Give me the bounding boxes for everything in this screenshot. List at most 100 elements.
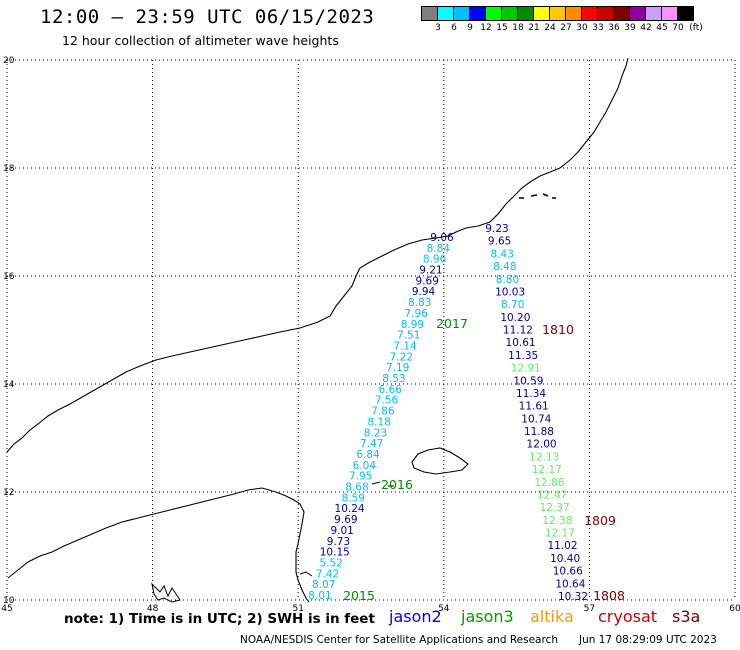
- pass-label: 1809: [584, 513, 616, 528]
- west-track-value: 8.23: [364, 427, 387, 439]
- map-subtitle: 12 hour collection of altimeter wave hei…: [62, 33, 339, 48]
- legend-swatches: [421, 6, 694, 21]
- west-track-value: 10.24: [335, 503, 365, 515]
- west-track-value: 7.95: [349, 471, 372, 483]
- pass-label: 2015: [343, 588, 375, 603]
- legend-label: 24: [544, 23, 556, 33]
- east-track-value: 10.66: [553, 566, 583, 578]
- east-track-value: 12.47: [537, 489, 567, 501]
- credit-line: NOAA/NESDIS Center for Satellite Applica…: [240, 634, 558, 646]
- west-track-value: 8.07: [312, 579, 335, 591]
- east-track-value: 12.91: [511, 363, 541, 375]
- west-track-value: 8.99: [401, 319, 424, 331]
- east-track-value: 12.17: [545, 528, 575, 540]
- map-title: 12:00 – 23:59 UTC 06/15/2023: [40, 6, 375, 28]
- west-track-value: 9.69: [416, 275, 439, 287]
- legend-label: 45: [656, 23, 668, 33]
- lon-tick-label: 45: [1, 604, 12, 614]
- east-track-value: 11.35: [508, 350, 538, 362]
- legend-label: 12: [480, 23, 492, 33]
- lon-tick-label: 48: [147, 604, 159, 614]
- coastline-somalia: [7, 487, 310, 603]
- coastline-arabia: [6, 57, 629, 453]
- legend-label: 21: [528, 23, 540, 33]
- legend-label: 39: [624, 23, 636, 33]
- west-track-value: 8.84: [427, 243, 451, 255]
- west-track-value: 9.06: [430, 232, 454, 244]
- west-track-value: 8.68: [345, 482, 368, 494]
- pass-label: 1810: [542, 322, 574, 337]
- coastline: [6, 57, 629, 603]
- west-track-value: 7.42: [316, 568, 339, 580]
- east-track-value: 8.48: [493, 261, 516, 273]
- east-track-value: 10.20: [500, 312, 530, 324]
- legend-label: 9: [467, 23, 473, 33]
- islets: [299, 481, 394, 577]
- coastal-detail: [151, 582, 181, 603]
- east-track-value: 11.34: [516, 388, 546, 400]
- west-track-value: 8.01: [308, 590, 331, 602]
- west-track-value: 9.73: [327, 536, 350, 548]
- map-grid: [6, 59, 736, 601]
- satellite-name-altika: altika: [530, 607, 574, 626]
- east-track-value: 8.70: [501, 299, 524, 311]
- west-track-value: 7.22: [390, 351, 413, 363]
- satellite-name-jason3: jason3: [461, 607, 514, 626]
- satellite-name-s3a: s3a: [672, 607, 701, 626]
- west-track-value: 7.51: [397, 330, 420, 342]
- west-track-value: 5.52: [319, 557, 342, 569]
- east-track-value: 12.37: [540, 502, 570, 514]
- satellite-name-cryosat: cryosat: [598, 607, 658, 626]
- west-track-value: 7.47: [360, 438, 383, 450]
- legend-label: 27: [560, 23, 572, 33]
- lat-tick-label: 20: [3, 56, 15, 66]
- legend-label: 42: [640, 23, 652, 33]
- east-track-value: 12.86: [534, 477, 564, 489]
- east-track-value: 11.88: [524, 426, 554, 438]
- west-track-value: 10.15: [320, 547, 350, 559]
- lat-tick-label: 14: [3, 380, 15, 390]
- east-track-value: 10.40: [550, 553, 580, 565]
- axis-labels: 45 48 51 54 57 60 10 12 14 16 18 20: [1, 56, 740, 614]
- pass-label: 2017: [436, 316, 468, 331]
- east-track-value: 12.17: [532, 464, 562, 476]
- west-track-value: 9.94: [412, 286, 436, 298]
- legend-label: 3: [435, 23, 441, 33]
- west-track-value: 7.96: [404, 308, 428, 320]
- color-legend: 3 6 9 12 15 18 21 24 27 30 33 36 39 42 45 70 (ft): [421, 6, 703, 33]
- east-track-value: 12.00: [527, 439, 557, 451]
- west-track-value: 9.21: [419, 265, 442, 277]
- lat-tick-label: 12: [3, 488, 14, 498]
- west-track-value: 6.84: [356, 449, 380, 461]
- socotra-island: [411, 447, 469, 475]
- footer-note: note: 1) Time is in UTC; 2) SWH is in fe…: [64, 611, 375, 627]
- pass-label: 2016: [381, 477, 413, 492]
- east-track-value: 12.38: [542, 515, 572, 527]
- west-track-value: 8.53: [382, 373, 405, 385]
- east-track-value: 10.74: [521, 413, 551, 425]
- lon-tick-label: 51: [292, 604, 303, 614]
- east-track-value: 11.61: [519, 401, 549, 413]
- legend-swatch: [677, 6, 694, 21]
- legend-label: 30: [576, 23, 588, 33]
- legend-label: 6: [451, 23, 457, 33]
- east-track-value: 9.23: [485, 223, 508, 235]
- east-track-value: 10.32: [558, 591, 588, 603]
- west-track-value: 6.04: [353, 460, 377, 472]
- west-track-value: 9.01: [330, 525, 353, 537]
- pass-label: 1808: [593, 588, 625, 603]
- west-track-value: 7.86: [371, 406, 395, 418]
- west-track-value: 7.14: [393, 340, 417, 352]
- legend-label: 18: [512, 23, 524, 33]
- lon-tick-label: 60: [729, 604, 740, 614]
- west-track-value: 8.96: [423, 254, 447, 266]
- east-track-value: 10.03: [495, 286, 525, 298]
- legend-unit: (ft): [689, 23, 703, 33]
- east-track-value: 12.13: [529, 451, 559, 463]
- east-track-value: 9.65: [488, 236, 511, 248]
- east-track-value: 10.59: [513, 375, 543, 387]
- timestamp: Jun 17 08:29:09 UTC 2023: [579, 634, 717, 646]
- legend-label: 36: [608, 23, 620, 33]
